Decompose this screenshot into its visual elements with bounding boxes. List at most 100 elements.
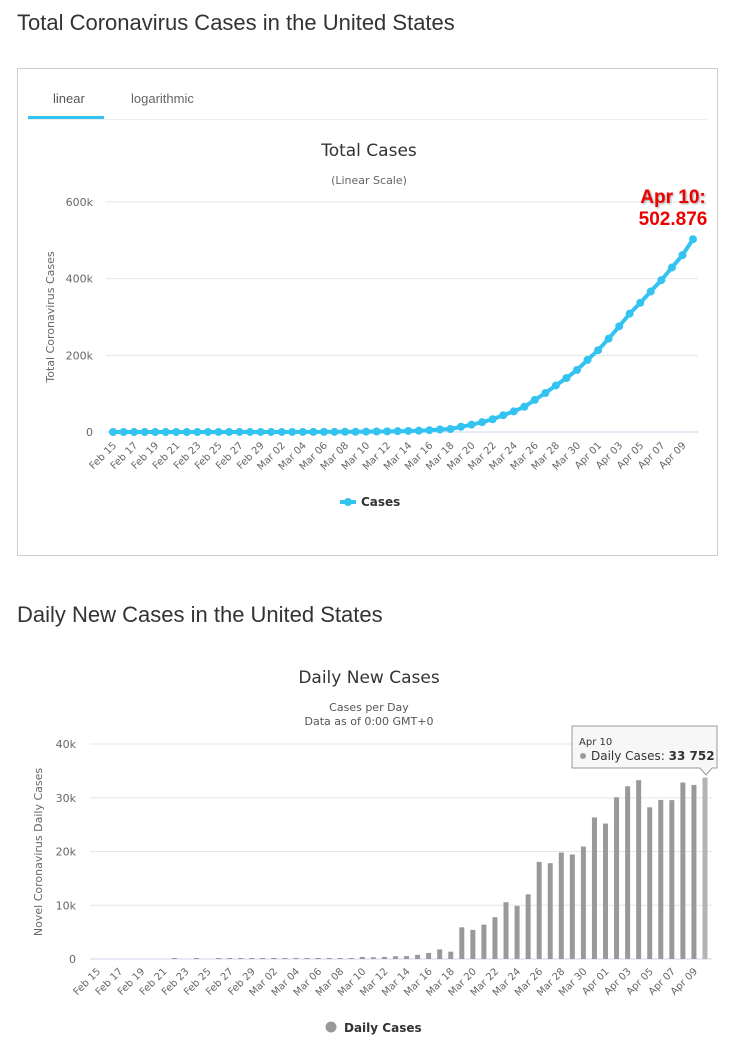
chart-subtitle: (Linear Scale) <box>331 174 407 187</box>
legend-daily-cases[interactable]: Daily Cases <box>325 1021 422 1035</box>
data-point <box>161 427 170 436</box>
tooltip-text: Daily Cases: 33 752 <box>591 749 715 763</box>
bar <box>238 958 244 959</box>
legend-label: Daily Cases <box>344 1021 422 1035</box>
data-point <box>319 427 328 436</box>
x-tick-label: Feb 27 <box>204 966 236 998</box>
x-tick-label: Feb 17 <box>94 966 126 998</box>
x-tick-label: Mar 20 <box>447 966 479 998</box>
data-point <box>414 426 423 435</box>
bar <box>171 958 177 959</box>
bar <box>415 954 421 959</box>
bar <box>227 958 233 959</box>
data-point <box>425 426 434 435</box>
tab-logarithmic[interactable]: logarithmic <box>131 91 194 106</box>
data-point <box>435 425 444 434</box>
bar <box>249 958 255 959</box>
data-point <box>225 427 233 436</box>
x-tick-label: Apr 09 <box>669 966 700 997</box>
tooltip: Apr 10 Daily Cases: 33 752 <box>571 725 718 776</box>
x-tick-label: Mar 30 <box>557 966 589 998</box>
bar <box>326 958 332 959</box>
y-tick-label: 30k <box>56 792 77 805</box>
bar <box>216 958 222 959</box>
annotation-value: 502.876 <box>639 209 708 230</box>
total-cases-panel: linear logarithmic <box>17 68 718 556</box>
bar <box>658 799 664 959</box>
chart-title: Total Cases <box>320 141 417 161</box>
y-tick-label: 0 <box>69 953 76 966</box>
bar <box>348 958 354 959</box>
x-tick-label: Feb 25 <box>182 966 214 998</box>
bar <box>669 800 675 959</box>
data-point <box>467 420 476 429</box>
y-tick-label: 200k <box>66 349 94 362</box>
bar <box>514 905 520 959</box>
bar <box>426 952 432 959</box>
chart-subtitle-2: Data as of 0:00 GMT+0 <box>305 715 434 728</box>
tab-linear[interactable]: linear <box>53 91 85 106</box>
bar <box>448 951 454 959</box>
total-cases-chart: Total Cases (Linear Scale) Total Coronav… <box>44 141 708 509</box>
active-tab-indicator <box>28 116 104 119</box>
tooltip-value: 33 752 <box>669 749 715 763</box>
section-title-total-cases: Total Coronavirus Cases in the United St… <box>17 10 455 35</box>
bar <box>580 846 586 959</box>
data-point <box>562 373 571 382</box>
y-tick-label: 40k <box>56 738 77 751</box>
data-point <box>235 427 244 436</box>
data-point <box>267 427 276 436</box>
data-point <box>341 427 349 436</box>
legend-marker-icon <box>325 1021 337 1033</box>
section-title-daily-cases: Daily New Cases in the United States <box>17 602 383 627</box>
bar <box>315 958 321 959</box>
data-point <box>151 427 160 436</box>
bar <box>680 782 686 959</box>
x-tick-label: Apr 03 <box>602 966 633 997</box>
legend-cases[interactable]: Cases <box>340 495 400 509</box>
x-tick-label: Mar 24 <box>491 966 523 998</box>
y-axis-title: Novel Coronavirus Daily Cases <box>32 768 45 936</box>
data-point <box>193 427 202 436</box>
data-point <box>130 427 139 436</box>
data-point <box>457 422 465 431</box>
data-point <box>119 427 128 436</box>
data-point <box>646 287 655 296</box>
bar <box>636 780 642 959</box>
bar <box>359 956 365 959</box>
bar <box>503 902 509 959</box>
x-tick-label: Mar 14 <box>380 966 412 998</box>
data-point <box>246 427 255 436</box>
x-tick-label: Mar 10 <box>336 966 368 998</box>
chart-subtitle-1: Cases per Day <box>329 701 409 714</box>
y-tick-label: 20k <box>56 846 77 859</box>
data-point <box>383 427 392 436</box>
data-point <box>288 427 297 436</box>
data-point <box>182 427 191 436</box>
bar <box>492 917 498 959</box>
data-point <box>446 425 455 434</box>
bar <box>702 777 708 959</box>
data-point <box>351 427 360 436</box>
data-point <box>551 381 560 390</box>
data-point <box>689 235 697 244</box>
bar <box>437 949 443 959</box>
data-point <box>372 427 381 436</box>
tooltip-marker-icon <box>580 753 586 759</box>
data-point <box>667 263 676 272</box>
cases-line <box>113 238 695 434</box>
bar <box>271 958 277 959</box>
y-tick-label: 10k <box>56 899 77 912</box>
x-tick-label: Feb 15 <box>72 966 104 998</box>
x-tick-label: Mar 26 <box>513 966 545 998</box>
data-point <box>277 427 286 436</box>
data-point <box>109 427 117 436</box>
bar <box>614 797 620 959</box>
y-axis-title: Total Coronavirus Cases <box>44 251 57 384</box>
legend-marker-icon <box>344 498 352 506</box>
x-tick-label: Apr 01 <box>580 966 611 997</box>
x-tick-label: Mar 18 <box>424 966 456 998</box>
data-point <box>678 251 687 260</box>
x-tick-label: Mar 16 <box>402 966 434 998</box>
data-point <box>583 355 592 364</box>
